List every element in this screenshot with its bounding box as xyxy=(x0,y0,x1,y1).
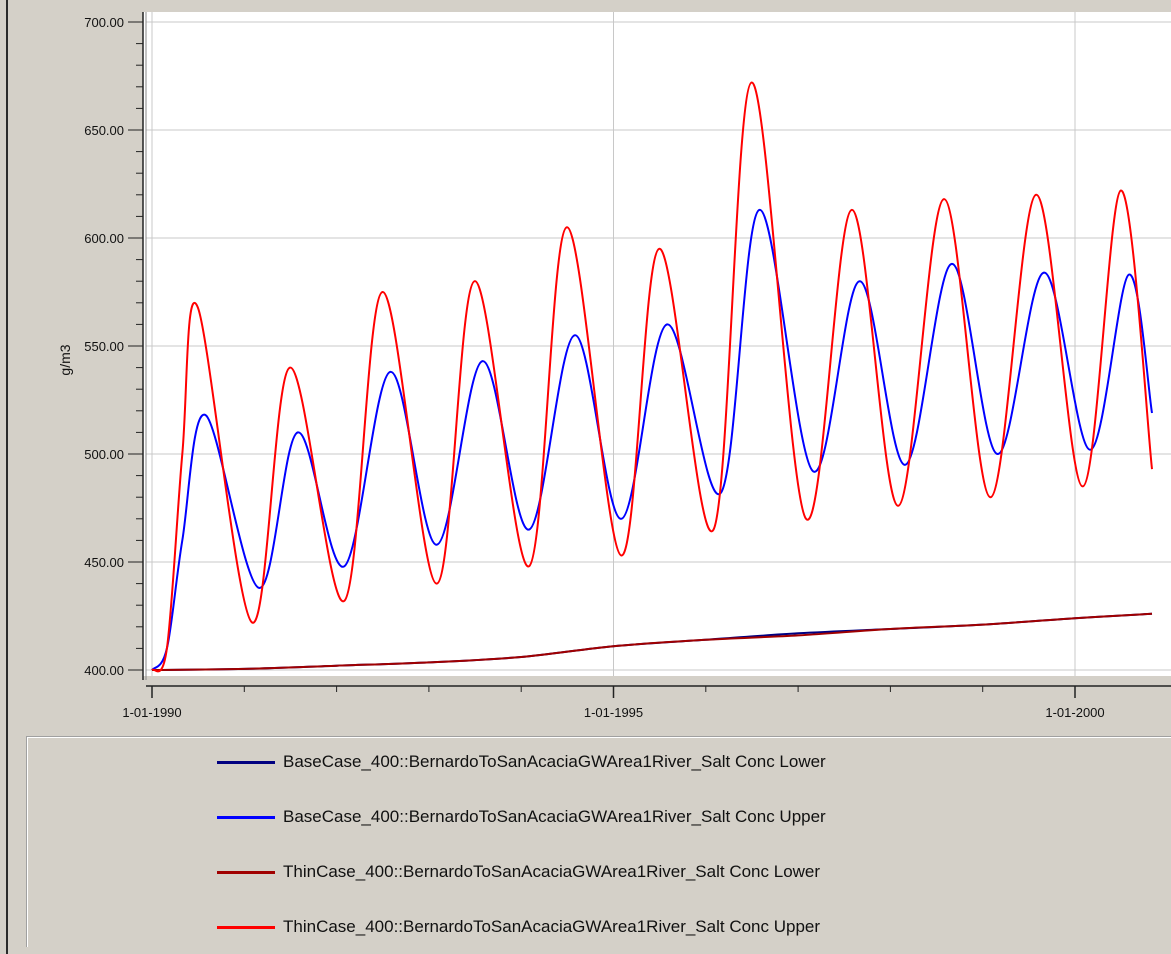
chart-plot-area: 700.00 650.00 600.00 550.00 500.00 450.00 400.… xyxy=(57,12,1171,720)
y-axis-label: g/m3 xyxy=(57,344,73,375)
y-tick-label: 400.00 xyxy=(84,663,124,678)
legend: BaseCase_400::BernardoToSanAcaciaGWArea1… xyxy=(26,736,1171,947)
basecase-upper-line xyxy=(151,208,1153,671)
legend-item-basecase-upper: BaseCase_400::BernardoToSanAcaciaGWArea1… xyxy=(217,804,826,830)
series-lines xyxy=(151,81,1153,673)
y-tick-label: 600.00 xyxy=(84,231,124,246)
y-axis: 700.00 650.00 600.00 550.00 500.00 450.00 400.… xyxy=(84,12,147,680)
x-tick-label: 1-01-1990 xyxy=(122,705,181,720)
legend-item-basecase-lower: BaseCase_400::BernardoToSanAcaciaGWArea1… xyxy=(217,749,826,775)
legend-item-thincase-upper: ThinCase_400::BernardoToSanAcaciaGWArea1… xyxy=(217,914,820,940)
x-tick-label: 1-01-2000 xyxy=(1045,705,1104,720)
legend-swatch xyxy=(217,870,275,874)
legend-swatch xyxy=(217,760,275,764)
y-tick-label: 550.00 xyxy=(84,339,124,354)
y-tick-label: 450.00 xyxy=(84,555,124,570)
thincase-upper-line xyxy=(151,81,1153,673)
y-tick-label: 500.00 xyxy=(84,447,124,462)
thincase-lower-line xyxy=(151,612,1153,671)
grid-lines xyxy=(146,12,1171,676)
legend-label: BaseCase_400::BernardoToSanAcaciaGWArea1… xyxy=(283,752,826,771)
legend-swatch xyxy=(217,815,275,819)
x-tick-label: 1-01-1995 xyxy=(584,705,643,720)
legend-label: ThinCase_400::BernardoToSanAcaciaGWArea1… xyxy=(283,917,821,936)
legend-swatch xyxy=(217,925,275,929)
legend-label: ThinCase_400::BernardoToSanAcaciaGWArea1… xyxy=(283,862,821,881)
window-left-border xyxy=(6,0,8,954)
x-axis: 1-01-1990 1-01-1995 1-01-2000 xyxy=(122,685,1171,720)
y-tick-label: 700.00 xyxy=(84,15,124,30)
legend-item-thincase-lower: ThinCase_400::BernardoToSanAcaciaGWArea1… xyxy=(217,859,820,885)
y-tick-label: 650.00 xyxy=(84,123,124,138)
legend-label: BaseCase_400::BernardoToSanAcaciaGWArea1… xyxy=(283,807,826,826)
